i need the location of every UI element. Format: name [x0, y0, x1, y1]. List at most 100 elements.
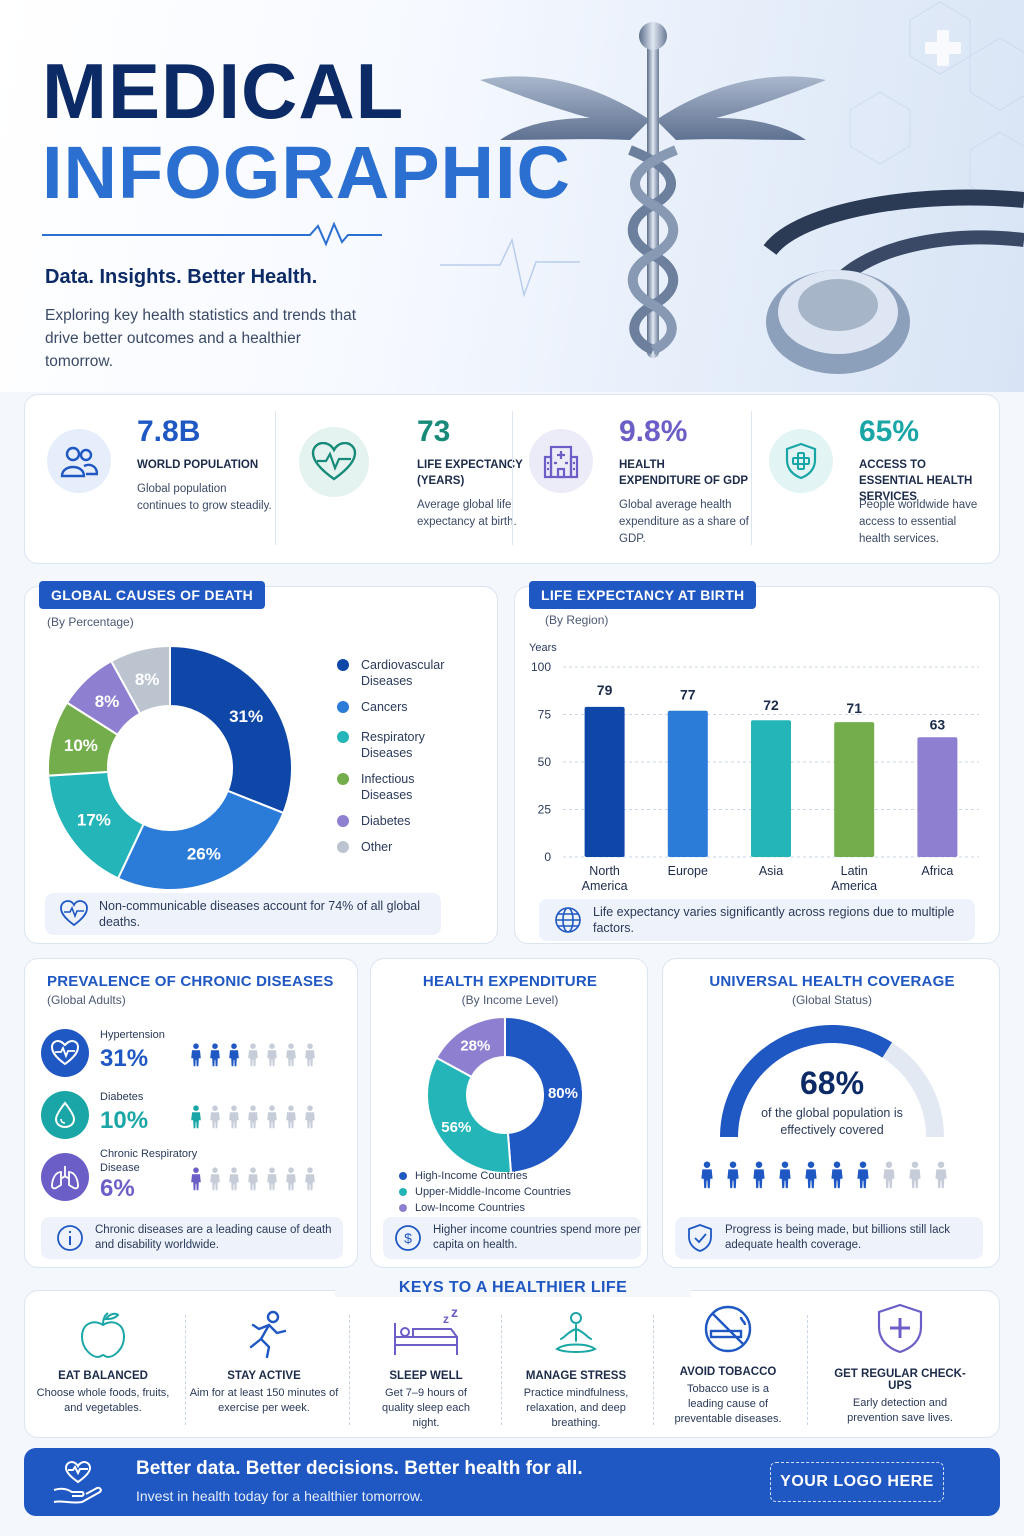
slice-label: 28% [460, 1037, 490, 1054]
panel-title: KEYS TO A HEALTHIER LIFE [335, 1279, 691, 1297]
tip-title: STAY ACTIVE [227, 1370, 301, 1382]
no-smoking-icon [704, 1305, 752, 1353]
divider [807, 1315, 808, 1425]
stat-health-expenditure: 9.8% HEALTH EXPENDITURE OF GDP Global av… [529, 409, 759, 551]
people-pictogram [189, 1167, 322, 1196]
gauge-fill [720, 1025, 893, 1137]
legend-item: Diabetes [337, 813, 457, 829]
person-icon [883, 1161, 895, 1189]
donut-slice [169, 644, 293, 815]
stat-value: 65% [859, 415, 920, 448]
chronic-item-hypertension: Hypertension 31% [41, 1027, 341, 1079]
person-icon [229, 1105, 239, 1129]
person-icon [267, 1043, 277, 1067]
key-stats-panel: 7.8B WORLD POPULATION Global population … [24, 394, 1000, 564]
slice-label: 56% [441, 1119, 471, 1136]
bar-value-label: 63 [930, 716, 946, 732]
coverage-gauge [720, 1025, 944, 1137]
donut-slice [109, 644, 171, 716]
tagline: Data. Insights. Better Health. [45, 266, 318, 288]
tip-title: EAT BALANCED [58, 1370, 148, 1382]
tip-title: AVOID TOBACCO [679, 1366, 777, 1378]
slice-label: 17% [77, 811, 111, 830]
page-title-line1: MEDICAL [42, 47, 405, 135]
panel-title: HEALTH EXPENDITURE [422, 973, 598, 990]
people-pictogram [189, 1043, 322, 1072]
bar-value-label: 79 [597, 682, 613, 698]
person-icon [753, 1161, 765, 1189]
expenditure-note: $ Higher income countries spend more per… [383, 1217, 641, 1259]
person-icon [305, 1167, 315, 1191]
stat-label: WORLD POPULATION [137, 459, 259, 471]
legend-item: Other [337, 839, 457, 855]
stat-label: HEALTH EXPENDITURE OF GDP [619, 459, 749, 487]
tip-eat-balanced: EAT BALANCED Choose whole foods, fruits,… [28, 1291, 178, 1416]
chronic-note: Chronic diseases are a leading cause of … [41, 1217, 343, 1259]
footer-title: Better data. Better decisions. Better he… [136, 1458, 583, 1479]
life-note: Life expectancy varies significantly acr… [539, 899, 975, 941]
heart-pulse-icon [41, 1029, 89, 1077]
chronic-value: 6% [100, 1175, 135, 1202]
legend-item: Cancers [337, 699, 457, 715]
tip-text: Choose whole foods, fruits, and vegetabl… [36, 1387, 170, 1414]
person-icon [210, 1105, 220, 1129]
stat-life-expectancy: 73 LIFE EXPECTANCY (YEARS) Average globa… [299, 409, 529, 551]
legend-label: Upper-Middle-Income Countries [415, 1186, 571, 1198]
shield-cross-icon [769, 429, 833, 493]
legend-label: Infectious Diseases [361, 772, 415, 802]
stat-value: 73 [417, 415, 451, 448]
panel-title: GLOBAL CAUSES OF DEATH [39, 581, 266, 609]
expenditure-donut-chart: 80% 56% 28% [426, 1015, 584, 1174]
bar [917, 737, 958, 857]
bar [667, 710, 708, 857]
y-tick-label: 50 [538, 755, 552, 769]
tip-stay-active: STAY ACTIVE Aim for at least 150 minutes… [189, 1291, 339, 1416]
person-icon [286, 1105, 296, 1129]
panel-subtitle: (By Region) [545, 613, 609, 627]
legend-swatch [337, 815, 349, 827]
donut-slice [116, 789, 285, 891]
legend-swatch [337, 841, 349, 853]
people-icon [47, 429, 111, 493]
hand-heart-icon [53, 1460, 102, 1504]
x-tick-label: America [582, 879, 628, 893]
note-text: Chronic diseases are a leading cause of … [95, 1224, 332, 1251]
caduceus-stethoscope-illustration [440, 1, 1024, 374]
slice-label: 8% [95, 692, 120, 711]
footer-subtitle: Invest in health today for a healthier t… [136, 1488, 424, 1504]
bar-value-label: 72 [763, 697, 779, 713]
hero-banner: MEDICAL INFOGRAPHIC Data. Insights. Bett… [0, 0, 1024, 392]
chronic-diseases-panel: PREVALENCE OF CHRONIC DISEASES (Global A… [24, 958, 358, 1268]
person-icon [267, 1105, 277, 1129]
stat-label: LIFE EXPECTANCY (YEARS) [417, 459, 523, 487]
panel-title: UNIVERSAL HEALTH COVERAGE [709, 973, 955, 990]
legend-label: High-Income Countries [415, 1170, 528, 1182]
person-icon [305, 1043, 315, 1067]
x-tick-label: Africa [921, 864, 953, 878]
person-icon [191, 1167, 201, 1191]
tip-avoid-tobacco: AVOID TOBACCO Tobacco use is a leading c… [653, 1291, 803, 1427]
causes-donut-chart: 31% 26% 17% 10% 8% 8% [47, 644, 293, 891]
heart-pulse-icon [299, 427, 369, 497]
globe-icon [555, 907, 581, 933]
divider [349, 1315, 350, 1425]
slice-label: 80% [548, 1085, 578, 1102]
divider [512, 411, 513, 545]
legend-swatch [337, 773, 349, 785]
life-expectancy-panel: LIFE EXPECTANCY AT BIRTH (By Region) Yea… [514, 581, 1000, 944]
panel-subtitle: (By Income Level) [461, 993, 559, 1007]
coverage-value: 68% [799, 1065, 865, 1101]
x-tick-label: Asia [759, 864, 783, 878]
legend-item: Respiratory Diseases [337, 729, 457, 761]
person-icon [229, 1043, 239, 1067]
panel-title: LIFE EXPECTANCY AT BIRTH [529, 581, 757, 609]
footer-banner: Better data. Better decisions. Better he… [24, 1448, 1000, 1516]
legend-label: Low-Income Countries [415, 1202, 526, 1214]
x-tick-label: North [589, 864, 620, 878]
causes-of-death-panel: GLOBAL CAUSES OF DEATH (By Percentage) 3… [24, 581, 498, 944]
causes-note: Non-communicable diseases account for 74… [45, 893, 441, 935]
stat-description: Global average health expenditure as a s… [619, 499, 749, 545]
tip-title: GET REGULAR CHECK-UPS [834, 1368, 966, 1392]
slice-label: 8% [135, 670, 160, 689]
legend-item: Infectious Diseases [337, 771, 457, 803]
